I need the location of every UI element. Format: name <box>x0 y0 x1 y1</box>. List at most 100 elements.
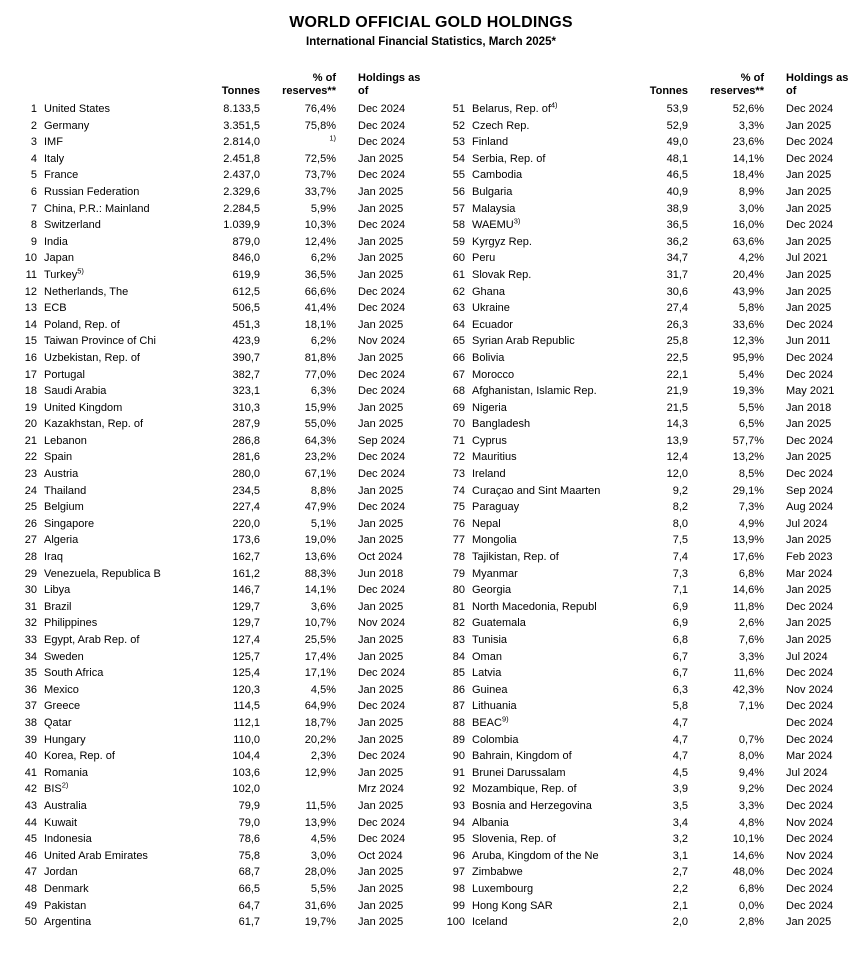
holdings-asof: Dec 2024 <box>786 833 834 846</box>
rank: 66 <box>452 351 465 364</box>
holdings-asof: Jan 2025 <box>358 351 404 364</box>
reserves-value: 76,4% <box>304 103 336 115</box>
holdings-asof: Dec 2024 <box>786 219 834 232</box>
country-name: China, P.R.: Mainland <box>44 202 150 215</box>
rank: 20 <box>24 418 37 431</box>
country-name: Brunei Darussalam <box>472 766 566 779</box>
rank: 43 <box>24 799 37 812</box>
header-tonnes-line2: Tonnes <box>221 85 260 97</box>
rank: 84 <box>452 650 465 663</box>
table-row: 39 Hungary 110,0 20,2% Jan 2025 <box>12 732 422 749</box>
tonnes-value: 2,0 <box>672 916 688 929</box>
country-name: Thailand <box>44 484 87 497</box>
country-name: ECB <box>44 302 67 315</box>
reserves-value: 43,9% <box>732 285 764 298</box>
rank: 9 <box>30 235 37 248</box>
country-name: Bahrain, Kingdom of <box>472 750 572 763</box>
tonnes-value: 281,6 <box>232 451 260 464</box>
country-name: IMF <box>44 136 63 149</box>
country-name: Hong Kong SAR <box>472 899 553 912</box>
holdings-asof: Dec 2024 <box>786 733 834 746</box>
reserves-value: 2,8% <box>738 916 764 929</box>
table-row: 14 Poland, Rep. of 451,3 18,1% Jan 2025 <box>12 317 422 334</box>
table-row: 22 Spain 281,6 23,2% Dec 2024 <box>12 449 422 466</box>
holdings-asof: Jan 2025 <box>358 185 404 198</box>
country-name: Iraq <box>44 551 63 564</box>
rank: 3 <box>30 136 37 149</box>
country-name: Myanmar <box>472 567 518 580</box>
table-header-left: Tonnes % of reserves** Holdings as of <box>12 72 422 98</box>
country-name: Egypt, Arab Rep. of <box>44 634 140 646</box>
table-row: 82 Guatemala 6,9 2,6% Jan 2025 <box>440 615 850 632</box>
reserves-value: 36,5% <box>304 268 336 281</box>
table-row: 71 Cyprus 13,9 57,7% Dec 2024 <box>440 433 850 450</box>
table-row: 54 Serbia, Rep. of 48,1 14,1% Dec 2024 <box>440 151 850 168</box>
tonnes-value: 7,4 <box>672 551 688 564</box>
reserves-value: 11,6% <box>733 667 764 680</box>
rank: 99 <box>452 899 465 912</box>
tonnes-value: 125,4 <box>232 667 260 680</box>
rank: 48 <box>24 882 37 895</box>
tonnes-value: 22,1 <box>666 368 688 381</box>
tonnes-value: 36,5 <box>666 219 688 232</box>
reserves-value: 20,4% <box>732 268 764 281</box>
tonnes-value: 2.451,8 <box>223 152 260 165</box>
country-name: Iceland <box>472 916 508 929</box>
table-row: 63 Ukraine 27,4 5,8% Jan 2025 <box>440 300 850 317</box>
country-name: Cyprus <box>472 434 507 447</box>
reserves-value: 8,9% <box>738 185 764 198</box>
table-row: 88 BEAC9) 4,7 Dec 2024 <box>440 715 850 732</box>
country-name: Kazakhstan, Rep. of <box>44 418 144 431</box>
reserves-value: 14,6% <box>732 584 764 597</box>
header-holdings-line2: of <box>358 85 369 97</box>
tonnes-value: 112,1 <box>233 716 260 729</box>
table-row: 33 Egypt, Arab Rep. of 127,4 25,5% Jan 2… <box>12 632 422 649</box>
table-row: 68 Afghanistan, Islamic Rep. 21,9 19,3% … <box>440 383 850 400</box>
rank: 28 <box>24 551 37 564</box>
header-pct-line1: % of <box>312 72 336 84</box>
country-name: Georgia <box>472 584 512 597</box>
rank: 97 <box>452 866 465 879</box>
rank: 72 <box>452 451 465 464</box>
table-rows-right: 51 Belarus, Rep. of4) 53,9 52,6% Dec 202… <box>440 101 850 931</box>
holdings-asof: Dec 2024 <box>786 351 834 364</box>
rank: 71 <box>452 434 465 447</box>
reserves-value: 2,6% <box>738 617 764 630</box>
holdings-asof: Dec 2024 <box>786 136 834 149</box>
table-row: 90 Bahrain, Kingdom of 4,7 8,0% Mar 2024 <box>440 748 850 765</box>
rank: 38 <box>24 716 37 729</box>
country-name: United States <box>44 103 111 115</box>
reserves-value: 20,2% <box>304 733 336 746</box>
reserves-value: 10,1% <box>732 833 764 846</box>
table-row: 2 Germany 3.351,5 75,8% Dec 2024 <box>12 118 422 135</box>
reserves-value: 28,0% <box>304 866 336 879</box>
rank: 5 <box>30 169 37 182</box>
table-row: 69 Nigeria 21,5 5,5% Jan 2018 <box>440 400 850 417</box>
country-name: Algeria <box>44 534 79 547</box>
reserves-value: 3,0% <box>738 202 764 215</box>
tonnes-value: 612,5 <box>232 285 260 298</box>
holdings-asof: Dec 2024 <box>358 750 406 763</box>
header-tonnes-line2: Tonnes <box>649 85 688 97</box>
reserves-value: 23,2% <box>304 451 336 464</box>
table-row: 15 Taiwan Province of Chi 423,9 6,2% Nov… <box>12 333 422 350</box>
table-row: 5 France 2.437,0 73,7% Dec 2024 <box>12 167 422 184</box>
country-name: Russian Federation <box>44 185 140 198</box>
tonnes-value: 31,7 <box>666 268 688 281</box>
reserves-value: 3,6% <box>310 600 336 613</box>
holdings-asof: Jan 2025 <box>358 534 404 547</box>
rank: 25 <box>24 501 37 514</box>
rank: 85 <box>452 667 465 680</box>
country-name: Singapore <box>44 517 95 530</box>
reserves-value: 18,7% <box>304 716 336 729</box>
reserves-value: 8,0% <box>738 750 764 763</box>
rank: 13 <box>24 302 37 315</box>
country-name: Ecuador <box>472 318 513 331</box>
holdings-asof: Dec 2024 <box>358 833 406 846</box>
table-row: 12 Netherlands, The 612,5 66,6% Dec 2024 <box>12 284 422 301</box>
tonnes-value: 6,3 <box>672 683 688 696</box>
reserves-value: 88,3% <box>304 567 336 580</box>
country-name: Denmark <box>44 882 89 895</box>
table-row: 48 Denmark 66,5 5,5% Jan 2025 <box>12 881 422 898</box>
tonnes-value: 1.039,9 <box>223 219 260 232</box>
